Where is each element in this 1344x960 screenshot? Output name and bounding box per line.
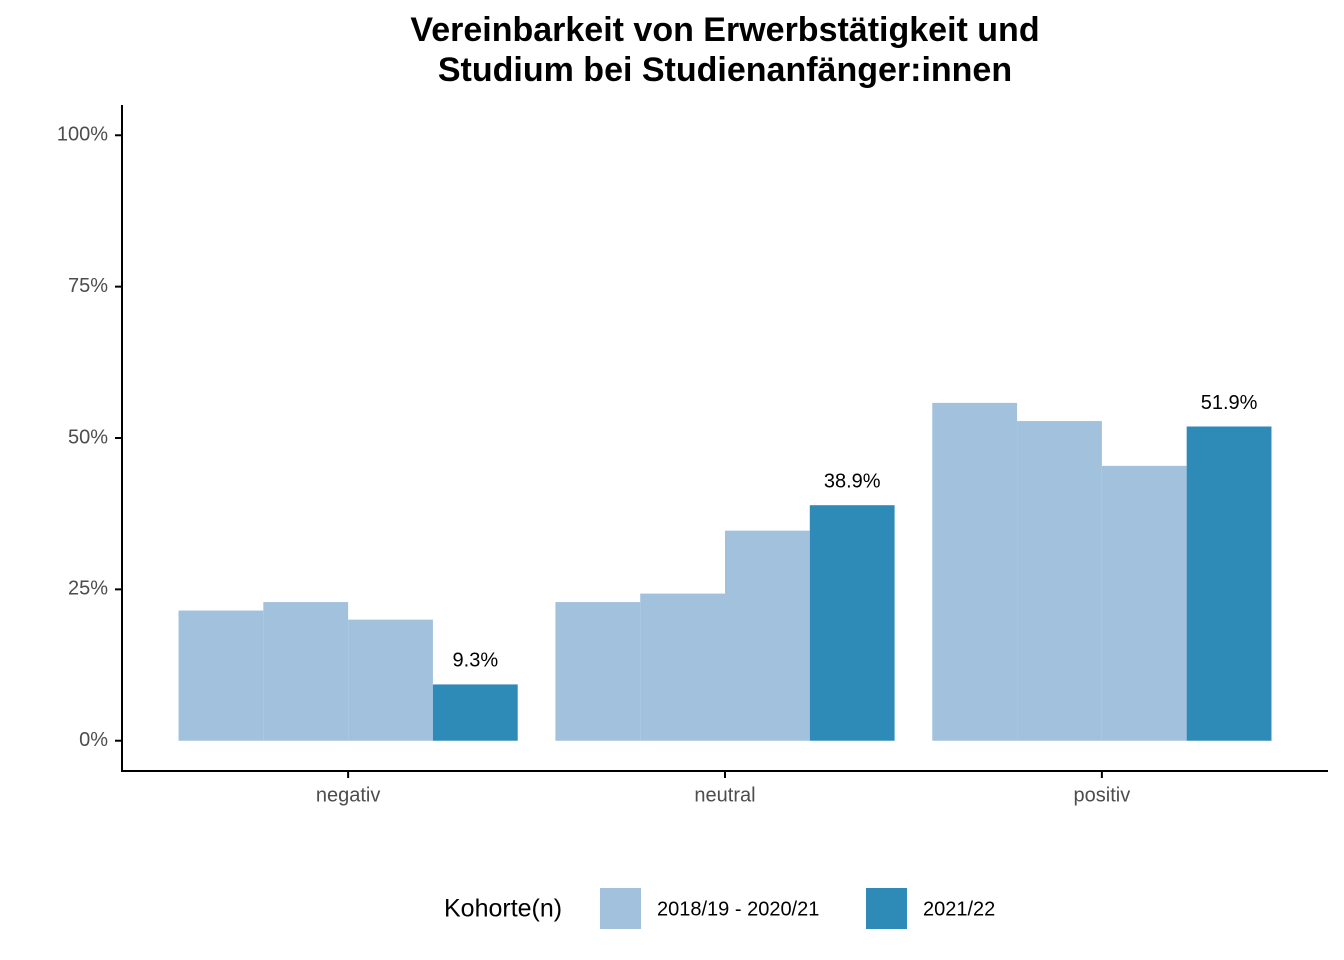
x-tick-label: negativ	[316, 784, 381, 806]
bar	[1186, 426, 1272, 741]
bar	[809, 505, 895, 741]
value-label: 38.9%	[824, 470, 881, 492]
legend-label: 2021/22	[923, 898, 995, 920]
legend-key	[866, 888, 907, 929]
y-tick-label: 0%	[79, 729, 108, 751]
value-label: 9.3%	[453, 650, 499, 672]
bar	[1017, 421, 1102, 741]
legend-label: 2018/19 - 2020/21	[657, 898, 819, 920]
bar	[725, 530, 810, 741]
y-tick-label: 25%	[68, 578, 108, 600]
bar	[263, 602, 349, 741]
x-tick-label: neutral	[694, 784, 755, 806]
bar	[640, 593, 725, 741]
bar	[432, 684, 518, 741]
bar	[1101, 465, 1187, 741]
y-tick-label: 75%	[68, 275, 108, 297]
bar	[555, 602, 641, 741]
bar	[178, 610, 264, 741]
y-tick-label: 50%	[68, 426, 108, 448]
bar	[932, 402, 1018, 741]
value-label: 51.9%	[1201, 392, 1258, 414]
chart-title: Vereinbarkeit von Erwerbstätigkeit und S…	[410, 11, 1040, 89]
legend-key	[600, 888, 641, 929]
bar	[348, 619, 433, 741]
legend-title: Kohorte(n)	[444, 895, 562, 923]
x-tick-label: positiv	[1074, 784, 1131, 806]
y-tick-label: 100%	[57, 124, 108, 146]
